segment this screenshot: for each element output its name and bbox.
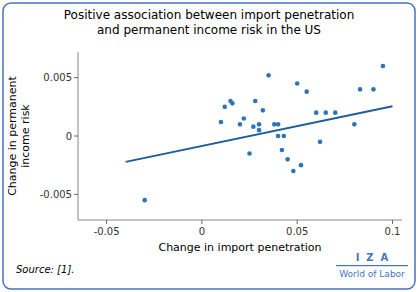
title-line: and permanent income risk in the US xyxy=(97,23,321,37)
scatter-point xyxy=(280,148,285,153)
scatter-point xyxy=(291,169,296,174)
scatter-point xyxy=(242,116,247,121)
scatter-point xyxy=(358,87,363,92)
scatter-point xyxy=(261,108,266,113)
frame-border xyxy=(3,3,415,289)
scatter-point xyxy=(142,198,147,203)
scatter-point xyxy=(276,122,281,127)
scatter-point xyxy=(352,122,357,127)
scatter-point xyxy=(333,110,338,115)
title: Positive association between import pene… xyxy=(64,8,354,37)
scatter-point xyxy=(318,140,323,145)
scatter-point xyxy=(304,89,309,94)
scatter-point xyxy=(247,151,252,156)
logo-separator xyxy=(336,265,408,266)
scatter-point xyxy=(257,122,262,127)
x-axis-label: Change in import penetration xyxy=(158,241,321,254)
x-tick xyxy=(392,220,393,224)
y-tick-label: -0.005 xyxy=(40,189,72,200)
x-tick-label: 0.05 xyxy=(286,226,308,237)
x-tick-label: -0.05 xyxy=(94,226,120,237)
y-tick-label: 0.005 xyxy=(43,72,72,83)
scatter-point xyxy=(257,128,262,133)
y-tick xyxy=(74,194,78,195)
scatter-point xyxy=(282,134,287,139)
scatter-point xyxy=(230,101,235,106)
scatter-point xyxy=(285,157,290,162)
y-axis-label-line: Change in permanent xyxy=(6,75,19,195)
scatter-point xyxy=(371,87,376,92)
title-line: Positive association between import pene… xyxy=(64,8,354,22)
y-axis-label-line: income risk xyxy=(19,104,32,168)
regression-line xyxy=(126,106,393,162)
y-tick xyxy=(74,136,78,137)
scatter-point xyxy=(266,73,271,78)
source: Source: [1]. xyxy=(16,264,74,275)
x-tick-label: 0 xyxy=(199,226,205,237)
scatter-point xyxy=(222,105,227,110)
x-tick-label: 0.1 xyxy=(385,226,401,237)
plot-area xyxy=(126,64,393,203)
y-tick-label: 0 xyxy=(66,131,72,142)
scatter-point xyxy=(238,122,243,127)
x-axis-line xyxy=(78,220,402,221)
scatter-point xyxy=(381,64,386,69)
scatter-point xyxy=(219,120,224,125)
y-tick xyxy=(74,77,78,78)
x-tick xyxy=(201,220,202,224)
x-tick xyxy=(297,220,298,224)
scatter-point xyxy=(295,81,300,86)
logo-iza: I Z A xyxy=(356,252,389,263)
logo-wol: World of Labor xyxy=(339,269,405,279)
y-axis-label: Change in permanentincome risk xyxy=(6,75,32,195)
x-tick xyxy=(106,220,107,224)
scatter-point xyxy=(253,99,258,104)
scatter-point xyxy=(314,110,319,115)
scatter-point xyxy=(251,124,256,129)
scatter-point xyxy=(299,163,304,168)
scatter-point xyxy=(276,134,281,139)
scatter-point xyxy=(323,110,328,115)
